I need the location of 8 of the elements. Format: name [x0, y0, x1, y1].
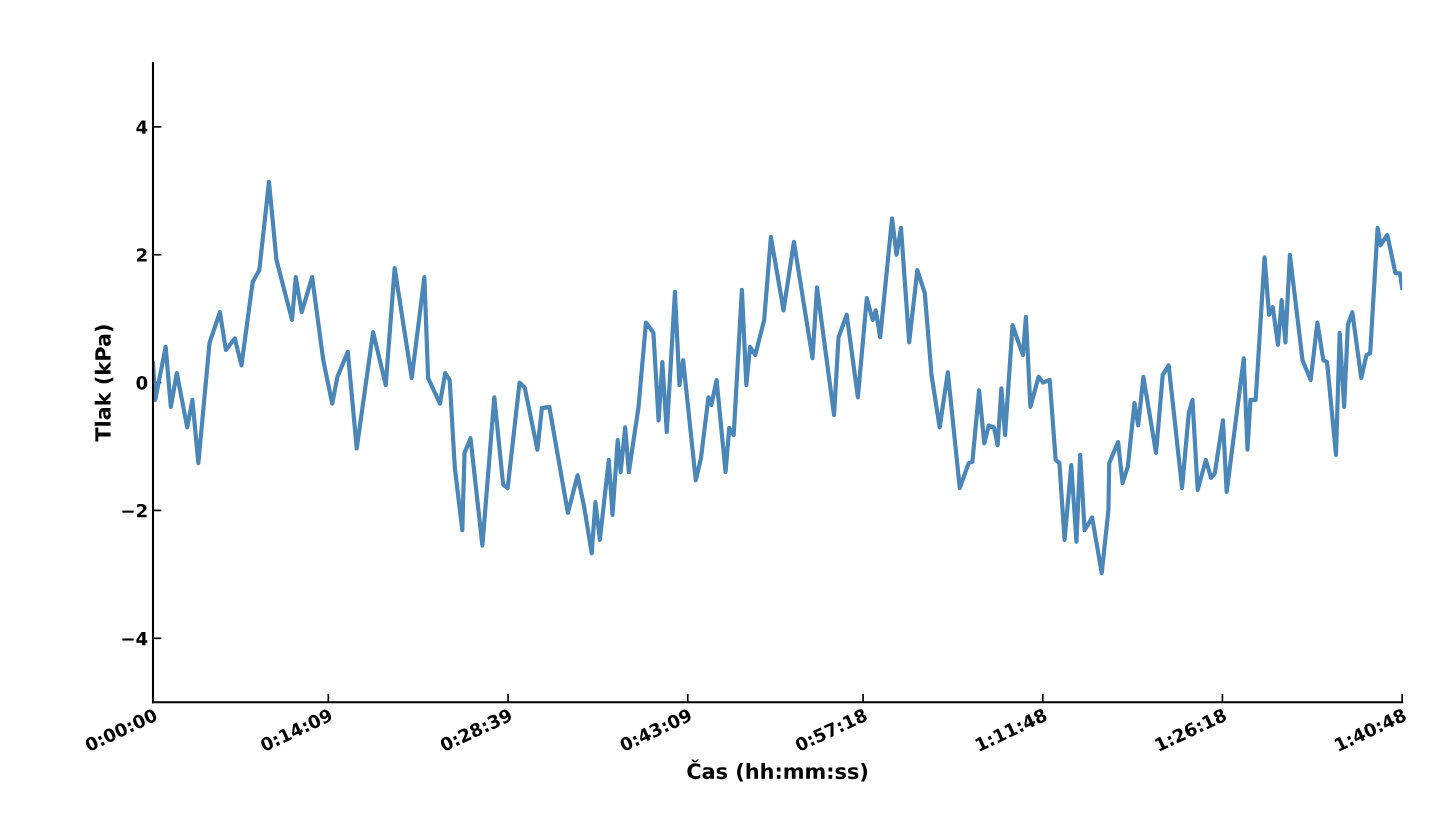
x-axis-title: Čas (hh:mm:ss): [687, 759, 868, 782]
y-tick-label: 4: [136, 120, 148, 134]
y-tick-label: −2: [122, 503, 147, 518]
y-tick-label: 2: [137, 248, 147, 262]
y-tick-label: −4: [122, 632, 148, 646]
y-tick-label: 0: [136, 376, 148, 390]
y-axis-title: Tlak (kPa): [94, 325, 114, 442]
line-series: [153, 179, 1403, 576]
